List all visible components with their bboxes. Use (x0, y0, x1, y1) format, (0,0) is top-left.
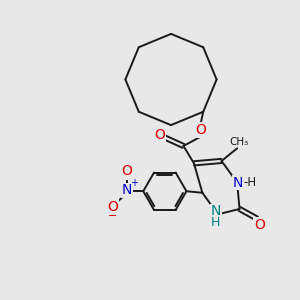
Text: H: H (211, 216, 220, 229)
Text: O: O (107, 200, 118, 214)
Text: N: N (232, 176, 243, 190)
Text: -H: -H (243, 176, 256, 189)
Text: O: O (254, 218, 265, 232)
Text: O: O (154, 128, 165, 142)
Text: O: O (121, 164, 132, 178)
Text: N: N (210, 204, 221, 218)
Text: CH₃: CH₃ (229, 137, 248, 147)
Text: N: N (122, 183, 132, 197)
Text: −: − (108, 212, 117, 221)
Text: O: O (195, 123, 206, 137)
Text: +: + (130, 178, 138, 188)
